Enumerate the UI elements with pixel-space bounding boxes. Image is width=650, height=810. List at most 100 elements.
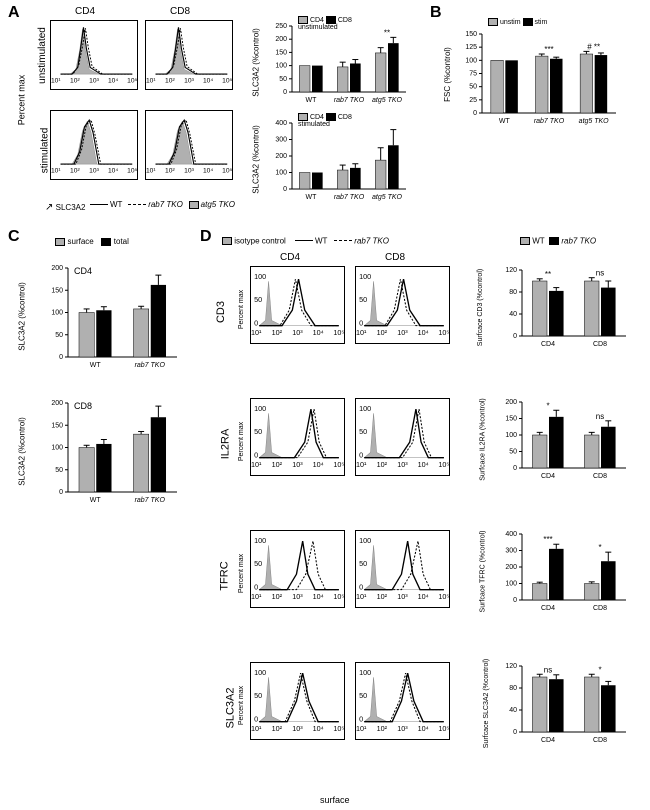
- svg-text:10¹: 10¹: [51, 78, 61, 85]
- svg-text:10¹: 10¹: [251, 592, 262, 601]
- d-col1: CD8: [385, 252, 405, 263]
- svg-text:10²: 10²: [272, 724, 283, 733]
- svg-text:WT: WT: [306, 194, 318, 201]
- svg-text:ns: ns: [596, 269, 604, 278]
- a-histo-r0-c1: 10¹10²10³10⁴10⁵: [145, 20, 233, 90]
- svg-text:10⁴: 10⁴: [108, 78, 118, 85]
- svg-text:0: 0: [254, 451, 258, 460]
- svg-text:0: 0: [359, 319, 363, 328]
- svg-text:10⁴: 10⁴: [313, 592, 324, 601]
- d-legend-bar: WT rab7 TKO: [520, 236, 596, 245]
- svg-text:100: 100: [51, 310, 63, 317]
- svg-text:10²: 10²: [377, 724, 388, 733]
- svg-text:100: 100: [254, 668, 266, 677]
- svg-text:10¹: 10¹: [356, 328, 367, 337]
- svg-text:10¹: 10¹: [356, 460, 367, 469]
- a-histo-r1-c0: 10¹10²10³10⁴10⁵: [50, 110, 138, 180]
- a-col-cd4: CD4: [75, 6, 95, 17]
- svg-text:10³: 10³: [89, 168, 99, 175]
- svg-text:atg5 TKO: atg5 TKO: [579, 118, 610, 125]
- svg-text:200: 200: [51, 400, 63, 407]
- svg-text:10⁴: 10⁴: [203, 168, 213, 175]
- d-histo-TFRC-CD8: 050100 10¹10²10³10⁴10⁵: [355, 530, 450, 608]
- d-marker-TFRC: TFRC: [219, 561, 231, 590]
- svg-text:10³: 10³: [184, 78, 194, 85]
- svg-text:10⁴: 10⁴: [418, 460, 429, 469]
- svg-text:0: 0: [283, 186, 287, 193]
- svg-text:0: 0: [513, 597, 517, 604]
- d-bar-SLC3A2: 04080120CD4nsCD8*: [490, 658, 630, 750]
- svg-text:300: 300: [275, 137, 287, 144]
- a-col-cd8: CD8: [170, 6, 190, 17]
- d-marker-IL2RA: IL2RA: [219, 429, 231, 460]
- a-bar-unstimulated: CD4 CD8 unstimulated050100150200250WTrab…: [260, 18, 410, 110]
- svg-text:10⁵: 10⁵: [438, 592, 449, 601]
- svg-text:10⁴: 10⁴: [313, 328, 324, 337]
- svg-text:10³: 10³: [292, 592, 303, 601]
- svg-text:50: 50: [359, 427, 367, 436]
- svg-text:10²: 10²: [377, 328, 388, 337]
- svg-text:rab7 TKO: rab7 TKO: [334, 97, 365, 104]
- svg-text:100: 100: [505, 581, 517, 588]
- svg-text:50: 50: [55, 332, 63, 339]
- svg-text:25: 25: [469, 97, 477, 104]
- svg-text:CD4: CD4: [541, 737, 555, 744]
- svg-text:10⁵: 10⁵: [127, 78, 137, 85]
- svg-text:50: 50: [359, 559, 367, 568]
- svg-text:100: 100: [465, 57, 477, 64]
- svg-text:100: 100: [359, 536, 371, 545]
- d-bar-TFRC: 0100200300400CD4***CD8*: [490, 526, 630, 618]
- svg-text:0: 0: [254, 319, 258, 328]
- d-legend-histo: isotype control WT rab7 TKO: [222, 236, 389, 245]
- svg-text:0: 0: [513, 333, 517, 340]
- d-marker-CD3: CD3: [215, 301, 227, 323]
- svg-text:150: 150: [465, 31, 477, 38]
- svg-text:WT: WT: [499, 118, 511, 125]
- svg-text:10³: 10³: [292, 460, 303, 469]
- svg-text:300: 300: [505, 548, 517, 555]
- svg-text:WT: WT: [90, 362, 102, 369]
- svg-text:10³: 10³: [184, 168, 194, 175]
- svg-text:ns: ns: [596, 412, 604, 421]
- svg-text:10²: 10²: [70, 168, 80, 175]
- svg-text:100: 100: [359, 272, 371, 281]
- svg-text:10¹: 10¹: [251, 460, 262, 469]
- svg-text:400: 400: [505, 531, 517, 538]
- svg-text:150: 150: [505, 416, 517, 423]
- svg-text:10¹: 10¹: [356, 592, 367, 601]
- a-xaxis: ↗ SLC3A2: [45, 202, 85, 213]
- svg-text:10³: 10³: [292, 724, 303, 733]
- svg-text:50: 50: [55, 467, 63, 474]
- svg-text:100: 100: [275, 63, 287, 70]
- c-legend: surface total: [55, 236, 129, 246]
- svg-text:10³: 10³: [397, 460, 408, 469]
- d-histo-CD3-CD8: 050100 10¹10²10³10⁴10⁵: [355, 266, 450, 344]
- svg-text:10⁵: 10⁵: [333, 460, 344, 469]
- c-bar-CD8: CD8050100150200WTrab7 TKO: [36, 395, 181, 510]
- a-histo-r1-c1: 10¹10²10³10⁴10⁵: [145, 110, 233, 180]
- svg-text:10²: 10²: [70, 78, 80, 85]
- d-histo-CD3-CD4: 050100 10¹10²10³10⁴10⁵: [250, 266, 345, 344]
- svg-text:CD4: CD4: [541, 605, 555, 612]
- svg-text:rab7 TKO: rab7 TKO: [534, 118, 565, 125]
- svg-text:10⁴: 10⁴: [203, 78, 213, 85]
- a-bar-stimulated: CD4 CD8 stimulated0100200300400WTrab7 TK…: [260, 115, 410, 207]
- svg-text:*: *: [546, 401, 549, 410]
- svg-text:**: **: [545, 270, 551, 279]
- svg-text:10²: 10²: [272, 328, 283, 337]
- d-marker-SLC3A2: SLC3A2: [224, 688, 236, 729]
- svg-text:200: 200: [275, 36, 287, 43]
- svg-text:10²: 10²: [377, 460, 388, 469]
- svg-text:10²: 10²: [272, 460, 283, 469]
- svg-text:75: 75: [469, 71, 477, 78]
- d-histo-IL2RA-CD4: 050100 10¹10²10³10⁴10⁵: [250, 398, 345, 476]
- svg-text:80: 80: [509, 289, 517, 296]
- svg-text:50: 50: [359, 691, 367, 700]
- d-col0: CD4: [280, 252, 300, 263]
- svg-text:10¹: 10¹: [51, 168, 61, 175]
- c-bar-CD4: CD4050100150200WTrab7 TKO: [36, 260, 181, 375]
- svg-text:10⁵: 10⁵: [438, 460, 449, 469]
- svg-text:CD4: CD4: [541, 473, 555, 480]
- svg-text:0: 0: [59, 354, 63, 361]
- svg-text:0: 0: [359, 715, 363, 724]
